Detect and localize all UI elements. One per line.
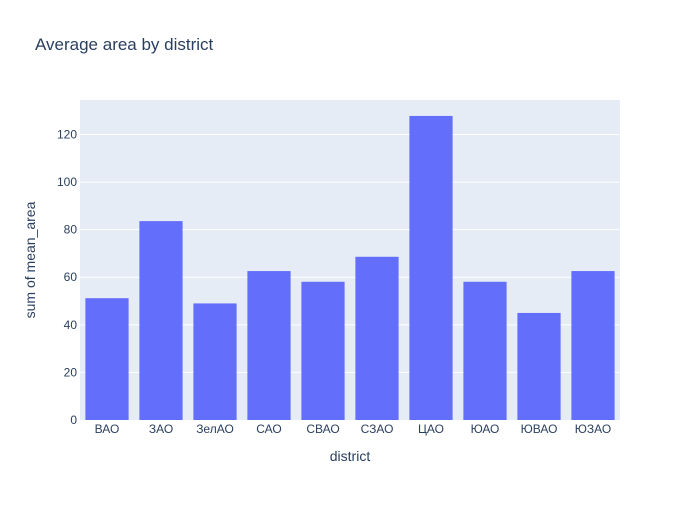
bars — [85, 115, 615, 420]
y-tick-label: 0 — [70, 413, 77, 427]
x-tick-label: ЗАО — [149, 422, 173, 436]
bar[interactable] — [571, 271, 615, 420]
bar[interactable] — [517, 312, 561, 420]
bar[interactable] — [193, 303, 237, 420]
x-tick-label: СВАО — [306, 422, 339, 436]
bar[interactable] — [355, 256, 399, 420]
bar[interactable] — [247, 271, 291, 420]
x-tick-label: ЮВАО — [521, 422, 558, 436]
y-tick-label: 20 — [64, 365, 78, 379]
y-axis-ticks: 0 20 40 60 80 100 120 — [57, 127, 77, 427]
y-tick-label: 80 — [64, 223, 78, 237]
x-tick-label: ЗелАО — [196, 422, 234, 436]
x-tick-label: ЦАО — [418, 422, 444, 436]
y-tick-label: 40 — [64, 318, 78, 332]
bar[interactable] — [409, 115, 453, 420]
y-tick-label: 100 — [57, 175, 77, 189]
x-axis-ticks: ВАО ЗАО ЗелАО САО СВАО СЗАО ЦАО ЮАО ЮВАО ЮЗАО — [95, 422, 612, 436]
y-axis-title: sum of mean_area — [22, 201, 38, 318]
bar[interactable] — [139, 221, 183, 420]
bar[interactable] — [85, 298, 129, 420]
bar[interactable] — [301, 281, 345, 420]
chart-title: Average area by district — [35, 35, 214, 54]
bar[interactable] — [463, 281, 507, 420]
x-tick-label: ВАО — [95, 422, 120, 436]
x-tick-label: ЮАО — [471, 422, 500, 436]
x-tick-label: САО — [256, 422, 281, 436]
x-axis-title: district — [330, 448, 371, 464]
x-tick-label: ЮЗАО — [575, 422, 611, 436]
y-tick-label: 60 — [64, 270, 78, 284]
x-tick-label: СЗАО — [361, 422, 394, 436]
y-tick-label: 120 — [57, 127, 77, 141]
